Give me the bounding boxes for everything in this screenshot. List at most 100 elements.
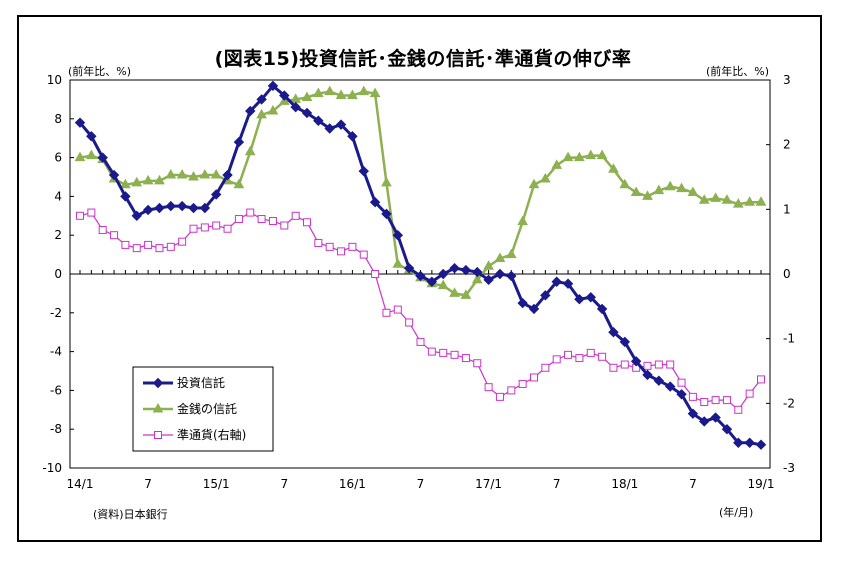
data-point [471,273,483,284]
data-point [710,192,721,202]
data-point [710,412,721,423]
legend-label: 準通貨(右軸) [177,427,246,442]
data-point [517,215,529,226]
data-point [348,242,357,251]
legend-label: 投資信託 [177,375,225,390]
data-point [461,354,470,363]
left-tick-label: -2 [50,306,62,320]
data-point [677,378,686,387]
series-1 [74,85,767,299]
data-point [313,115,324,126]
data-point [97,152,108,163]
data-point [676,389,687,400]
data-point [212,221,221,230]
data-point [142,204,154,216]
data-point [562,151,574,162]
series-0 [74,80,767,450]
x-tick-label: 14/1 [67,477,94,491]
x-tick-label: 16/1 [339,477,366,491]
x-tick-label: 18/1 [611,477,638,491]
data-point [245,105,256,117]
data-point [483,260,494,270]
data-point [530,373,538,382]
data-point [222,169,233,181]
data-point [722,396,731,405]
data-point [312,87,324,98]
left-tick-label: 2 [54,228,62,242]
data-point [324,85,336,96]
data-point [449,287,460,297]
data-point [426,276,438,287]
data-point [460,289,472,299]
x-tick-label: 7 [417,477,425,491]
legend-marker [152,377,164,389]
data-point [698,194,710,204]
right-tick-label: -1 [783,332,795,346]
data-point [280,221,289,230]
data-point [700,398,709,407]
data-point [405,318,414,327]
data-point [517,297,528,309]
data-point [439,348,448,357]
data-point [369,87,381,98]
data-point [98,226,107,235]
data-point [642,369,653,381]
data-point [188,202,199,214]
x-tick-label: 15/1 [203,477,230,491]
data-point [324,123,335,134]
data-point [210,189,222,200]
data-point [483,274,494,286]
data-point [314,238,323,247]
data-point [619,178,631,189]
data-point [337,247,346,256]
left-tick-label: 4 [54,189,62,203]
data-point [393,305,402,314]
data-point [267,80,279,92]
data-point [528,178,540,189]
data-point [74,117,86,128]
data-point [142,174,154,185]
data-point [473,359,482,368]
data-point [199,169,211,179]
right-tick-label: 0 [783,267,791,281]
data-point [154,174,165,185]
data-point [664,381,676,392]
data-point [144,240,153,249]
legend-marker [154,431,162,439]
data-point [359,250,368,259]
data-point [86,131,97,142]
data-point [460,264,472,276]
data-point [381,176,392,187]
data-point [301,107,313,119]
data-point [574,151,585,162]
data-point [335,89,347,100]
x-axis-unit: (年/月) [719,506,754,519]
right-tick-label: 3 [783,73,791,87]
data-point [596,149,608,160]
data-point [381,208,392,220]
data-point [358,165,369,177]
data-point [347,89,358,100]
data-point [506,270,517,282]
data-point [178,237,187,246]
data-point [585,292,596,303]
data-point [256,94,267,105]
data-point [155,244,164,253]
right-tick-label: 1 [783,202,791,216]
data-point [687,186,699,197]
data-point [189,224,198,233]
data-point [734,405,743,414]
data-point [653,375,665,386]
right-tick-label: 2 [783,138,791,152]
data-point [653,184,665,195]
data-point [369,197,381,208]
data-point [721,423,733,435]
data-point [755,439,767,450]
data-point [540,290,551,301]
data-point [120,191,131,202]
source-note: (資料)日本銀行 [93,508,168,521]
axes-group: 14/1 7 15/1 7 16/1 7 17/1 7 18/1 7 19/11086420-2-4… [42,73,795,491]
data-point [108,169,120,181]
